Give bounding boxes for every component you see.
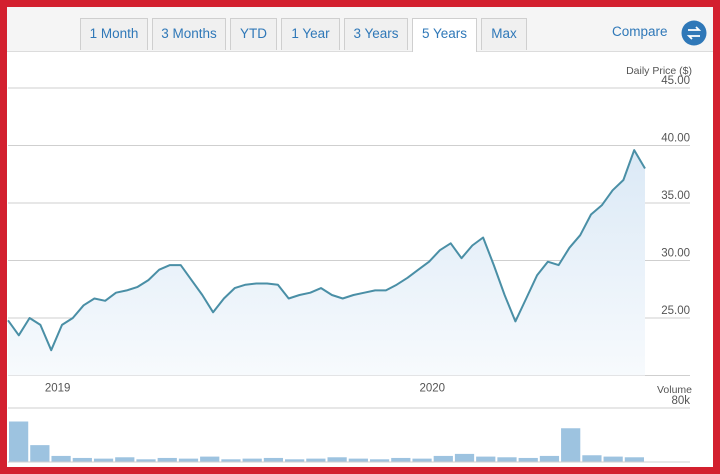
y-tick-label: 40.00 bbox=[661, 133, 690, 145]
volume-bar bbox=[30, 445, 50, 462]
volume-bar bbox=[242, 458, 262, 462]
volume-bar bbox=[582, 455, 602, 462]
volume-bar bbox=[327, 457, 347, 462]
y-tick-label: 25.00 bbox=[661, 305, 690, 317]
x-tick-label: 2020 bbox=[420, 383, 446, 395]
volume-bar bbox=[454, 453, 475, 462]
x-tick-label: 2019 bbox=[45, 383, 71, 395]
volume-bar bbox=[178, 458, 199, 462]
volume-bar bbox=[561, 428, 581, 462]
price-line bbox=[7, 149, 646, 352]
chart: Daily Price ($) 25.00 30.00 35.00 40.00 45.00… bbox=[7, 65, 692, 463]
volume-bar bbox=[221, 459, 241, 462]
area-fill bbox=[8, 150, 645, 376]
range-tab[interactable]: 1 Month bbox=[80, 18, 148, 50]
volume-bar bbox=[603, 456, 623, 462]
volume-bar bbox=[412, 458, 432, 462]
volume-bar bbox=[497, 457, 517, 462]
compare-icon[interactable] bbox=[681, 20, 707, 46]
volume-bar bbox=[200, 456, 220, 462]
range-tab[interactable]: YTD bbox=[230, 18, 277, 50]
volume-bar bbox=[93, 458, 114, 462]
y-tick-label: 30.00 bbox=[661, 248, 690, 260]
volume-bar bbox=[9, 421, 29, 462]
volume-bar bbox=[348, 458, 368, 462]
volume-bar bbox=[51, 455, 71, 462]
volume-bar bbox=[285, 459, 305, 462]
compare-link[interactable]: Compare bbox=[612, 24, 668, 39]
volume-bar bbox=[136, 459, 156, 462]
range-tab[interactable]: Max bbox=[481, 18, 527, 50]
volume-bar bbox=[369, 459, 390, 462]
y-axis-label: Daily Price ($) bbox=[626, 65, 692, 77]
volume-bar bbox=[539, 455, 560, 462]
y-tick-label: 35.00 bbox=[661, 190, 690, 202]
volume-bar bbox=[433, 455, 453, 462]
volume-bar bbox=[624, 457, 644, 462]
range-tab[interactable]: 3 Years bbox=[344, 18, 408, 50]
range-tab[interactable]: 1 Year bbox=[281, 18, 340, 50]
range-tab[interactable]: 3 Months bbox=[152, 18, 226, 50]
volume-bar bbox=[72, 457, 92, 462]
volume-bar bbox=[157, 457, 177, 462]
volume-bar bbox=[306, 458, 326, 462]
volume-bar bbox=[476, 456, 496, 462]
y-axis-label: Volume bbox=[657, 384, 692, 396]
volume-bar bbox=[115, 457, 135, 462]
range-tab[interactable]: 5 Years bbox=[412, 18, 477, 52]
volume-bar bbox=[263, 457, 284, 462]
volume-bar bbox=[391, 457, 411, 462]
y-tick-label: 80k bbox=[671, 395, 690, 407]
volume-bar bbox=[518, 457, 538, 462]
y-tick-label: 45.00 bbox=[661, 75, 690, 87]
